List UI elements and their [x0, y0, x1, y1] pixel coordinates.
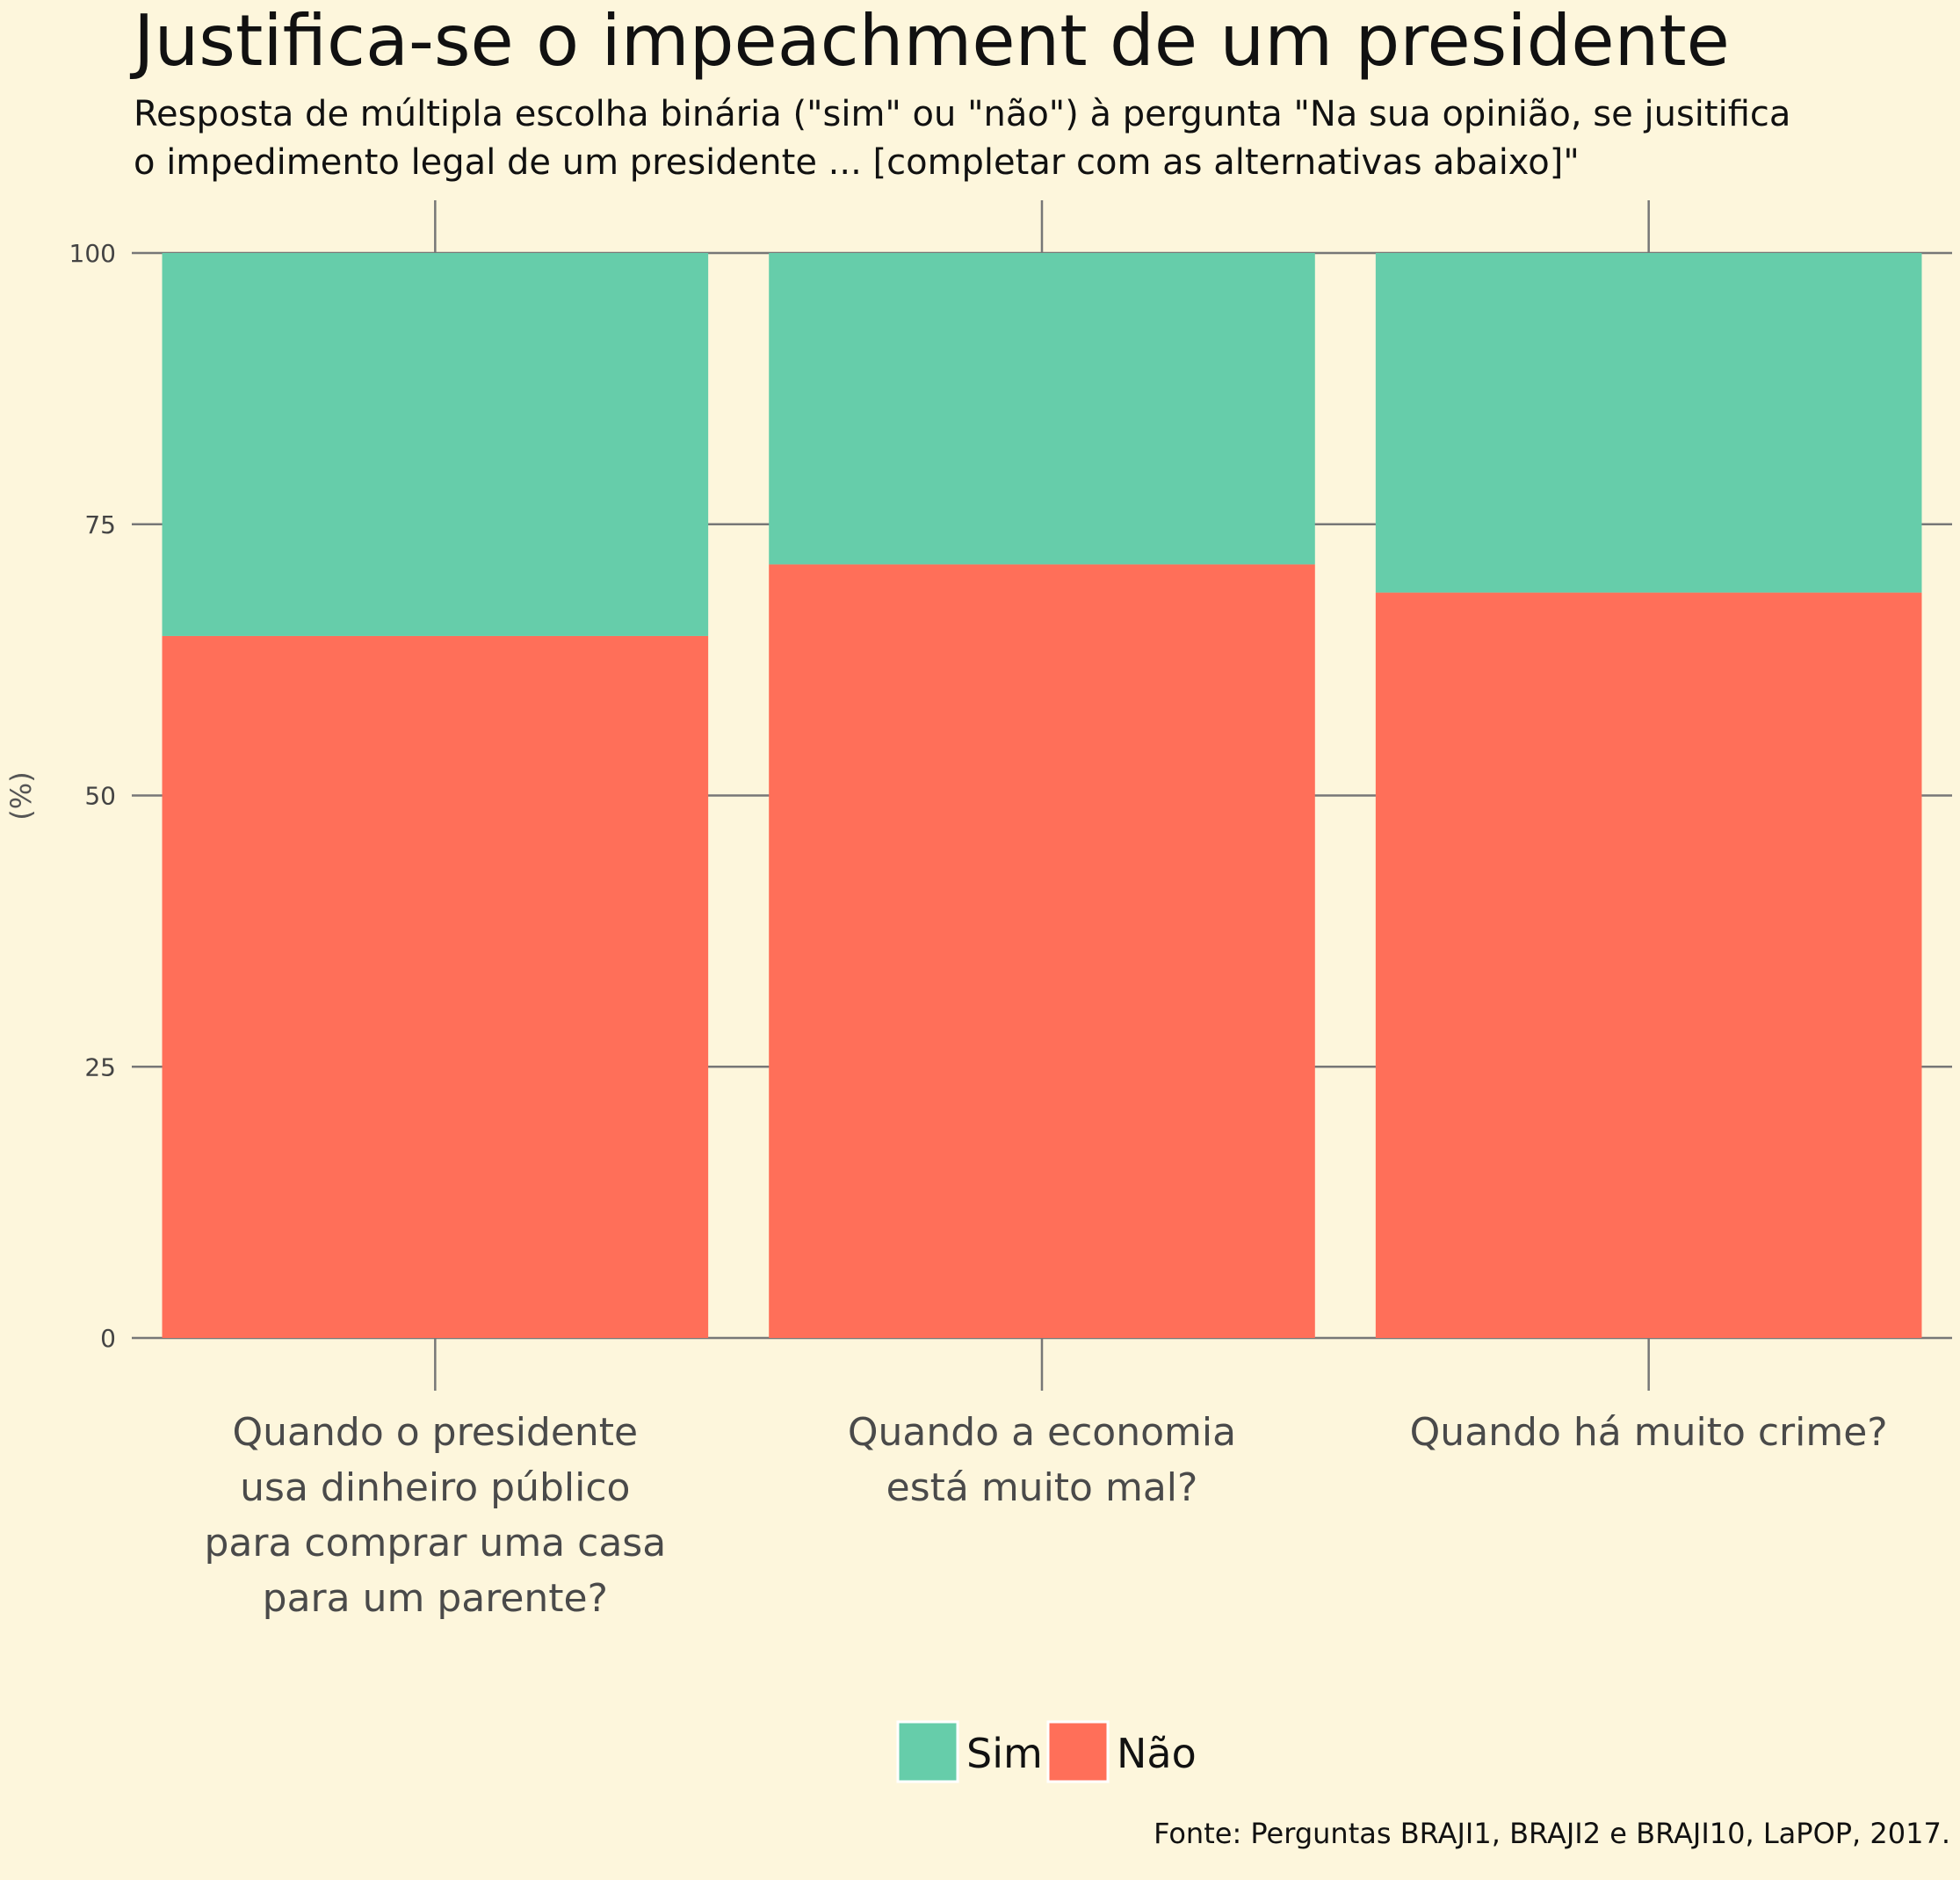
- bars: [162, 253, 1922, 1338]
- legend-swatch: [896, 1720, 959, 1783]
- chart-subtitle-line-1: Resposta de múltipla escolha binária ("s…: [134, 94, 1790, 134]
- bar-sim-3: [1375, 253, 1922, 593]
- y-tick-label: 100: [69, 239, 116, 268]
- legend: Sim Não: [896, 1720, 1197, 1783]
- y-axis-label: (%): [4, 771, 38, 820]
- y-tick-label: 25: [84, 1052, 116, 1081]
- x-axis: Quando o presidente usa dinheiro público p…: [204, 1410, 1887, 1621]
- bar-nao-1: [162, 635, 709, 1338]
- y-tick-label: 50: [84, 782, 116, 811]
- chart-caption: Fonte: Perguntas BRAJI1, BRAJI2 e BRAJI1…: [1154, 1817, 1950, 1850]
- bar-sim-2: [769, 253, 1315, 565]
- legend-item-sim: Sim: [896, 1720, 1043, 1783]
- x-tick-label: Quando a economia está muito mal?: [848, 1410, 1236, 1510]
- y-axis: 0 25 50 75 100: [69, 239, 116, 1353]
- legend-label: Sim: [966, 1730, 1043, 1777]
- chart-title: Justifica-se o impeachment de um preside…: [129, 0, 1730, 82]
- bar-nao-3: [1375, 592, 1922, 1338]
- bar-nao-2: [769, 564, 1315, 1338]
- x-tick-label: Quando o presidente usa dinheiro público p…: [204, 1410, 666, 1621]
- legend-label: Não: [1117, 1730, 1197, 1777]
- y-tick-label: 75: [84, 510, 116, 539]
- y-tick-label: 0: [100, 1324, 116, 1353]
- legend-swatch: [1046, 1720, 1110, 1783]
- legend-item-nao: Não: [1046, 1720, 1197, 1783]
- x-tick-label: Quando há muito crime?: [1410, 1410, 1888, 1455]
- bar-sim-1: [162, 253, 709, 636]
- chart-subtitle-line-2: o impedimento legal de um presidente ...…: [134, 142, 1580, 183]
